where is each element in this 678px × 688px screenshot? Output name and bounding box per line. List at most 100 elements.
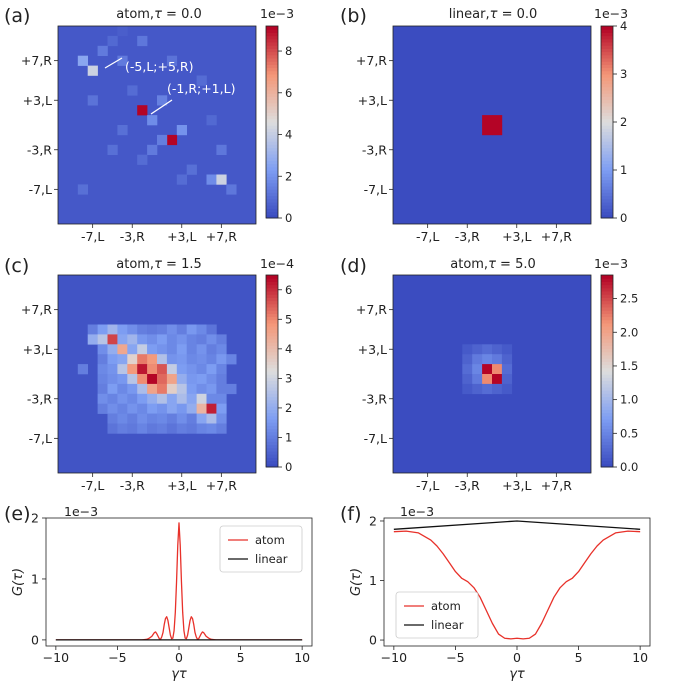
heatmap-cell (196, 324, 207, 335)
colorbar-segment (601, 364, 613, 369)
colorbar-segment (266, 422, 278, 426)
heatmap-cell (107, 35, 118, 47)
heatmap-cell (117, 383, 128, 395)
heatmap-cell (166, 364, 178, 375)
colorbar-segment (266, 425, 278, 430)
heatmap-cell (117, 344, 128, 355)
title-b: linear,τ = 0.0 (449, 7, 538, 22)
heatmap-cell (196, 393, 207, 404)
colorbar-a: 0 2 4 6 8 (265, 25, 292, 225)
panel-a: (a) atom,τ = 0.0 -7,L -3,R +3,L +7,R +7,R +3,… (4, 5, 294, 244)
colorbar-segment (601, 64, 613, 69)
heatmap-cell (137, 403, 148, 414)
x-tick-label: +7,R (206, 229, 237, 244)
colorbar-segment (601, 32, 613, 37)
colorbar-tick-label: 3 (620, 67, 627, 81)
colorbar-segment (266, 419, 278, 423)
colorbar-d: 0.0 0.5 1.0 1.5 2.0 2.5 (600, 274, 638, 474)
y-axis-label: G(τ) (11, 568, 26, 596)
colorbar-segment (266, 58, 278, 62)
colorbar-segment (266, 189, 278, 193)
colorbar-segment (601, 415, 613, 420)
y-tick-label: -3,R (362, 391, 387, 406)
heatmap-cell (97, 354, 108, 365)
y-tick-label: -3,R (27, 142, 52, 157)
heatmap-cell (87, 334, 98, 345)
colorbar-segment (601, 83, 613, 88)
heatmap-cell (226, 354, 237, 365)
colorbar-segment (601, 444, 613, 449)
heatmap-cell (157, 344, 168, 355)
heatmap-cell (147, 374, 158, 385)
heatmap-cell (216, 144, 227, 155)
colorbar-segment (266, 406, 278, 410)
colorbar-segment (601, 118, 613, 123)
x-axis-label: γτ (171, 667, 187, 682)
heatmap-cell (166, 423, 178, 434)
colorbar-segment (601, 284, 613, 289)
colorbar-segment (266, 390, 278, 394)
heatmap-cell (206, 334, 217, 345)
heatmap-cell (166, 383, 178, 395)
annotation-arrow-a2 (150, 99, 173, 115)
colorbar-segment (266, 32, 278, 37)
colorbar-segment (601, 90, 613, 94)
colorbar-tick-label: 0.0 (620, 460, 638, 474)
x-tick-label: 0 (513, 650, 521, 665)
colorbar-segment (266, 150, 278, 155)
heatmap-cell (492, 115, 503, 126)
colorbar-segment (266, 297, 278, 302)
panel-label-c: (c) (4, 255, 29, 277)
heatmap-cell (157, 95, 168, 106)
heatmap-cell (137, 324, 148, 335)
colorbar-segment (266, 125, 278, 129)
panel-label-d: (d) (340, 255, 367, 277)
colorbar-segment (601, 106, 613, 110)
heatmap-cell (216, 344, 227, 355)
colorbar-segment (601, 208, 613, 213)
heatmap-cell (186, 393, 197, 404)
heatmap-cell (157, 423, 168, 434)
colorbar-segment (266, 179, 278, 184)
heatmap-cell (196, 383, 207, 395)
heatmap-cell (157, 383, 168, 395)
colorbar-segment (601, 371, 613, 375)
colorbar-segment (266, 409, 278, 414)
heatmap-cell (127, 423, 138, 434)
x-tick-label: 5 (237, 650, 245, 665)
heatmap-cell (206, 374, 217, 385)
colorbar-tick-label: 8 (285, 44, 292, 58)
colorbar-segment (601, 61, 613, 65)
colorbar-segment (601, 377, 613, 382)
colorbar-segment (601, 463, 613, 468)
heatmap-cell (97, 364, 108, 375)
colorbar-segment (266, 313, 278, 318)
heatmap-cell (482, 125, 493, 136)
heatmap-cell (107, 374, 118, 385)
heatmap-cell (482, 354, 493, 365)
colorbar-tick-label: 0.5 (620, 426, 638, 440)
colorbar-segment (266, 281, 278, 286)
x-tick-label: -3,R (455, 229, 480, 244)
colorbar-tick-label: 2 (620, 115, 627, 129)
heatmap-cell (226, 184, 237, 195)
legend-box (219, 525, 303, 573)
colorbar-segment (601, 112, 613, 117)
heatmap-cell (127, 374, 138, 385)
colorbar-segment (601, 332, 613, 337)
colorbar-segment (601, 297, 613, 302)
heatmap-cell (176, 423, 187, 434)
colorbar-frame (265, 25, 279, 219)
heatmap-cell (186, 413, 197, 424)
heatmap-cell (77, 184, 88, 195)
heatmap-cell (127, 344, 138, 355)
colorbar-segment (266, 93, 278, 97)
colorbar-segment (266, 355, 278, 359)
colorbar-segment (601, 115, 613, 120)
colorbar-tick-label: 5 (285, 312, 292, 326)
heatmap-cell (137, 344, 148, 355)
heatmap-cell (206, 354, 217, 365)
colorbar-segment (266, 275, 278, 279)
heatmap-cell (157, 403, 168, 414)
colorbar-segment (601, 303, 613, 308)
